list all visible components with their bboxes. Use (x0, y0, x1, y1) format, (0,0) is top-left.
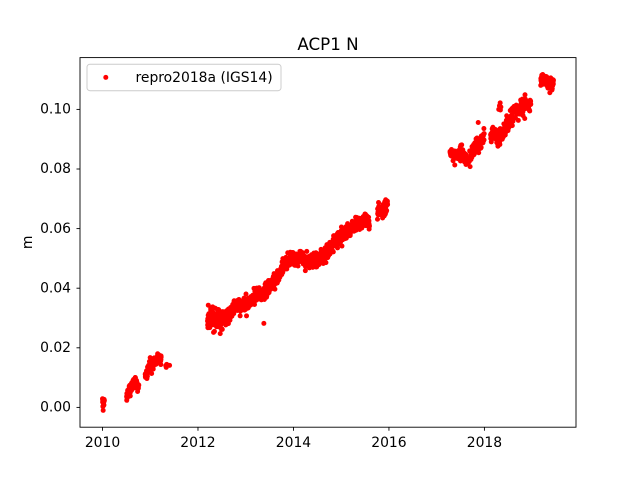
data-point (550, 81, 556, 87)
data-point (261, 320, 267, 326)
data-point (366, 223, 372, 229)
data-point (522, 115, 528, 121)
data-point (481, 131, 487, 137)
chart-title: ACP1 N (297, 34, 358, 54)
data-point (339, 243, 345, 249)
data-point (467, 164, 473, 170)
data-point (237, 313, 243, 319)
data-point (497, 141, 503, 147)
data-point (158, 354, 164, 360)
tick-labels-layer: 2010 2012 2014 2016 2018 0.00 0.02 0.04 0.06 0.08… (40, 102, 502, 451)
y-tick-label: 0.06 (40, 221, 71, 237)
data-point (150, 366, 156, 372)
data-point (149, 371, 155, 377)
data-point (217, 331, 223, 337)
legend: repro2018a (IGS14) (86, 63, 282, 92)
data-point (302, 268, 308, 274)
data-point (243, 291, 249, 297)
data-point (478, 144, 484, 150)
data-point (272, 286, 278, 292)
y-tick-label: 0.10 (40, 102, 71, 118)
data-point (374, 216, 380, 222)
x-tick-label: 2010 (85, 435, 120, 451)
data-point (158, 362, 164, 368)
data-point (101, 402, 107, 408)
data-point (522, 92, 528, 98)
data-point (295, 263, 301, 269)
data-point (550, 77, 556, 83)
data-point (528, 101, 534, 107)
ticks-layer (76, 108, 485, 431)
y-axis-label: m (20, 236, 36, 250)
data-point (476, 150, 482, 156)
data-point (452, 162, 458, 168)
y-tick-label: 0.00 (40, 400, 71, 416)
data-point (509, 123, 515, 129)
data-point (211, 328, 217, 334)
data-point (101, 397, 107, 403)
data-point (144, 373, 150, 379)
data-point (335, 245, 341, 251)
data-point (252, 302, 257, 307)
data-point (167, 362, 173, 368)
data-point (458, 158, 463, 164)
data-point (475, 120, 481, 126)
data-point (376, 200, 382, 206)
data-point (323, 260, 329, 266)
data-point (384, 207, 390, 213)
data-point (244, 313, 250, 319)
data-point (219, 326, 225, 332)
legend-label: repro2018a (IGS14) (136, 70, 273, 86)
data-point (330, 249, 336, 255)
plot-area-border (79, 57, 577, 428)
data-point (498, 104, 504, 110)
x-tick-label: 2016 (371, 435, 406, 451)
data-point (127, 393, 133, 399)
legend-marker-red-dot-icon (103, 74, 109, 80)
data-point (481, 137, 487, 143)
data-point (515, 117, 521, 123)
y-tick-label: 0.04 (40, 280, 71, 296)
x-tick-label: 2012 (180, 435, 215, 451)
y-tick-label: 0.02 (40, 340, 71, 356)
scatter-points-layer (100, 72, 556, 413)
data-point (100, 407, 106, 413)
data-point (527, 108, 533, 114)
x-tick-label: 2018 (467, 435, 502, 451)
series-repro2018a (IGS14) (100, 72, 556, 413)
data-point (459, 142, 465, 148)
data-point (481, 126, 487, 132)
data-point (497, 100, 503, 106)
data-point (136, 382, 142, 388)
y-tick-label: 0.08 (40, 161, 71, 177)
legend-box (86, 63, 282, 92)
data-point (205, 302, 211, 308)
x-tick-label: 2014 (276, 435, 312, 451)
data-point (304, 248, 310, 254)
data-point (385, 202, 391, 208)
